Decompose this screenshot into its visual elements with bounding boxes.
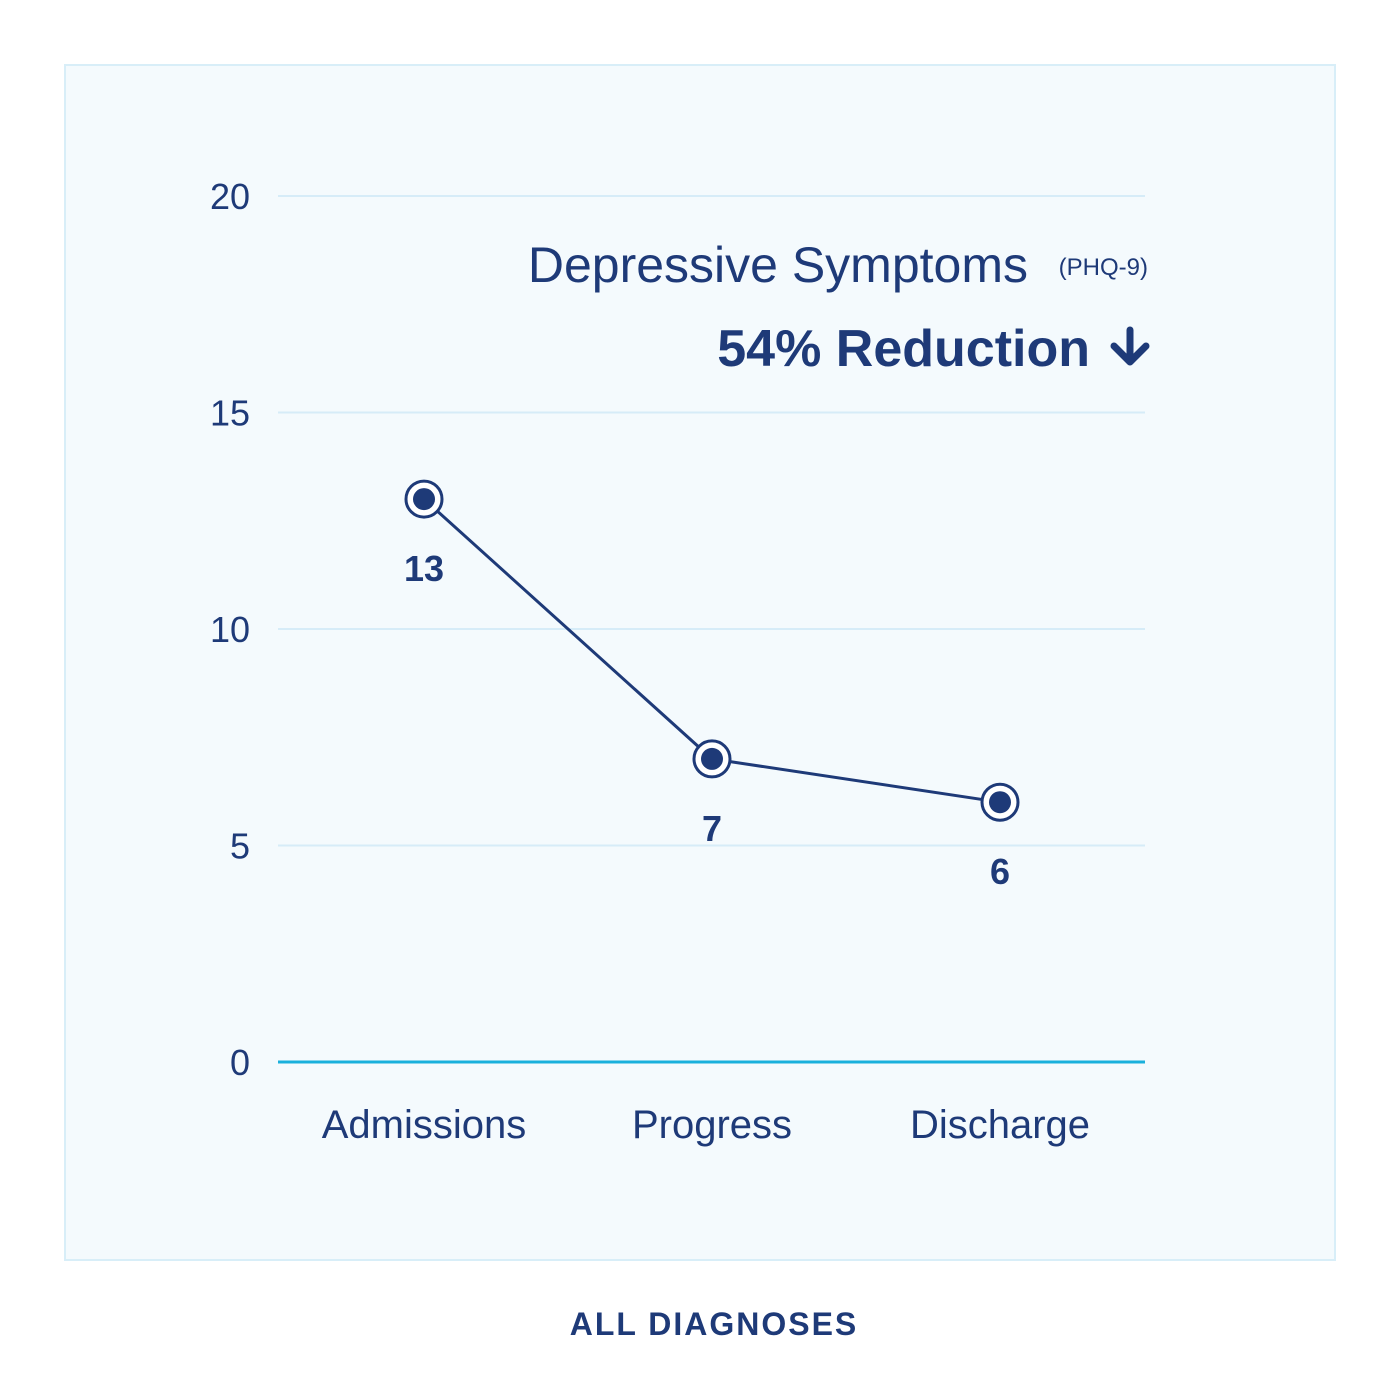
- data-label: 6: [990, 851, 1010, 892]
- x-category-label: Discharge: [910, 1103, 1090, 1147]
- data-point: [404, 479, 444, 519]
- chart-title-suffix: (PHQ-9): [1059, 254, 1148, 281]
- x-category-label: Admissions: [322, 1103, 527, 1147]
- y-tick-label: 0: [230, 1042, 250, 1083]
- arrow-down-icon: [1110, 326, 1150, 366]
- footer-label: ALL DIAGNOSES: [570, 1306, 859, 1342]
- data-point-dot: [413, 488, 435, 511]
- data-point-dot: [701, 747, 723, 770]
- gridlines: [278, 195, 1145, 1064]
- y-tick-label: 15: [210, 393, 250, 434]
- series: 13 7 6: [404, 479, 1020, 892]
- chart-title: Depressive Symptoms: [528, 237, 1028, 293]
- y-tick-label: 20: [210, 176, 250, 217]
- headline-reduction: 54% Reduction: [717, 320, 1090, 378]
- data-point: [692, 739, 732, 779]
- x-category-label: Progress: [632, 1103, 792, 1147]
- y-axis: 0 5 10 15 20: [210, 176, 250, 1083]
- x-axis: Admissions Progress Discharge: [322, 1103, 1090, 1147]
- data-point: [980, 782, 1020, 822]
- data-label: 7: [702, 808, 722, 849]
- data-point-dot: [989, 791, 1011, 814]
- y-tick-label: 5: [230, 826, 250, 867]
- data-label: 13: [404, 548, 444, 589]
- y-tick-label: 10: [210, 609, 250, 650]
